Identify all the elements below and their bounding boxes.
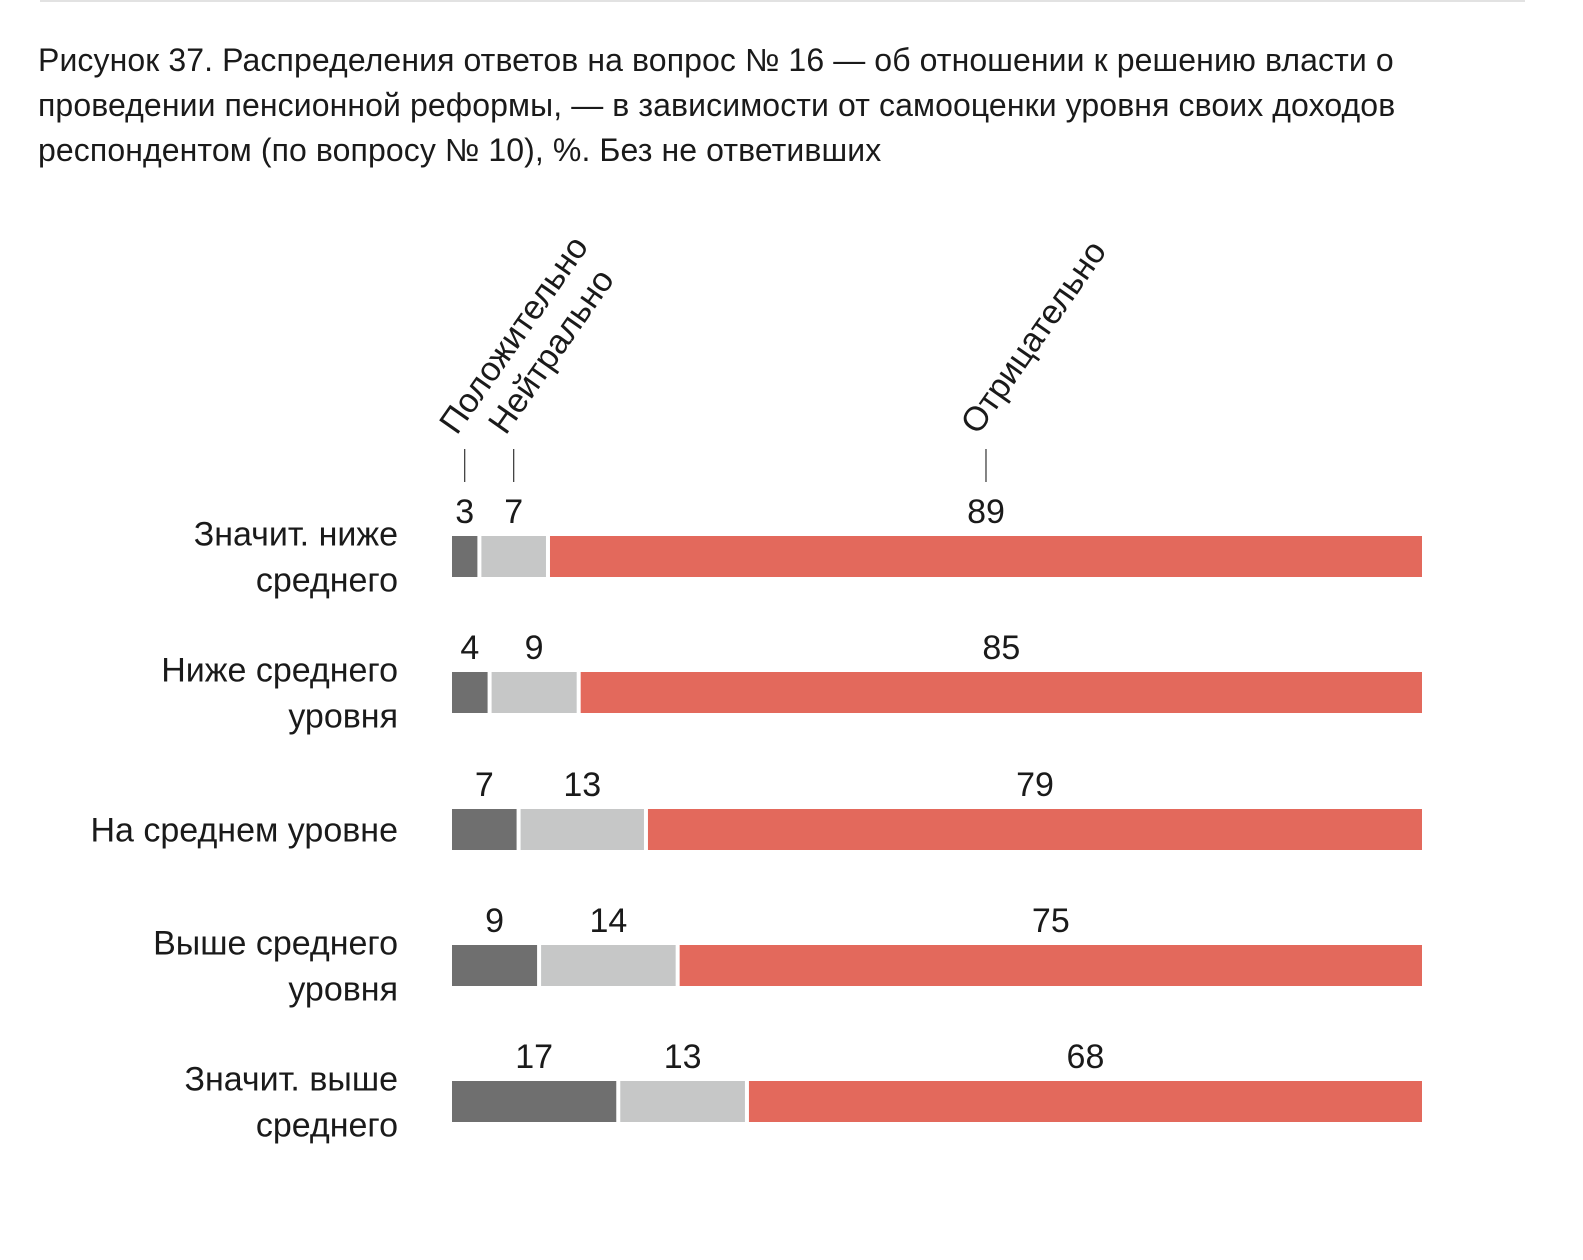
bar-segment-3 <box>679 945 1422 986</box>
value-label: 4 <box>460 629 479 667</box>
bar-segment-1 <box>452 1081 617 1122</box>
value-label: 14 <box>589 902 627 940</box>
bar-segment-3 <box>748 1081 1422 1122</box>
bar-segment-1 <box>452 672 488 713</box>
bar-segment-2 <box>491 672 577 713</box>
value-label: 75 <box>1032 902 1070 940</box>
bar-segment-3 <box>580 672 1422 713</box>
value-label: 13 <box>563 766 601 804</box>
row-label-line: уровня <box>288 698 398 736</box>
bar-segment-2 <box>541 945 676 986</box>
value-label: 7 <box>504 493 523 531</box>
bar-segment-2 <box>620 1081 745 1122</box>
row-label-line: Выше среднего <box>153 925 398 963</box>
row-label-line: Значит. выше <box>184 1061 398 1099</box>
legend-label: Отрицательно <box>953 234 1114 441</box>
row-label-line: среднего <box>256 562 398 600</box>
value-label: 7 <box>475 766 494 804</box>
row-label: Значит. выше среднего <box>184 1061 398 1145</box>
value-label: 85 <box>982 629 1020 667</box>
row-label: На среднем уровне <box>90 812 398 850</box>
value-label: 13 <box>664 1038 702 1076</box>
value-label: 9 <box>485 902 504 940</box>
value-label: 89 <box>967 493 1005 531</box>
row-label: Выше среднего уровня <box>153 925 398 1009</box>
top-rule <box>40 0 1525 2</box>
bar-segment-1 <box>452 945 538 986</box>
row-label: Значит. ниже среднего <box>194 516 398 600</box>
bar-segment-3 <box>647 809 1422 850</box>
row-label-line: уровня <box>288 971 398 1009</box>
bar-segment-2 <box>520 809 644 850</box>
value-label: 68 <box>1067 1038 1105 1076</box>
value-label: 9 <box>525 629 544 667</box>
bar-segment-3 <box>549 536 1422 577</box>
value-label: 3 <box>455 493 474 531</box>
bar-segment-1 <box>452 809 517 850</box>
figure-caption: Рисунок 37. Распределения ответов на воп… <box>38 42 1396 168</box>
row-label-line: Ниже среднего <box>161 652 398 690</box>
row-label-line: На среднем уровне <box>90 812 398 850</box>
value-label: 79 <box>1016 766 1054 804</box>
row-label-line: Значит. ниже <box>194 516 398 554</box>
bar-segment-2 <box>481 536 546 577</box>
value-label: 17 <box>515 1038 553 1076</box>
row-label-line: среднего <box>256 1107 398 1145</box>
bar-segment-1 <box>452 536 478 577</box>
row-label: Ниже среднего уровня <box>161 652 398 736</box>
